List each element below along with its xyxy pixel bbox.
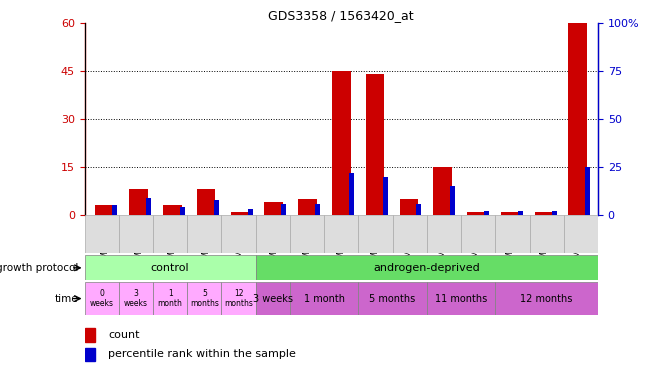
Bar [84, 348, 95, 361]
Bar [366, 74, 384, 215]
Bar [231, 212, 249, 215]
Bar [119, 282, 153, 315]
Bar [501, 212, 519, 215]
Text: 1
month: 1 month [158, 289, 183, 308]
Bar [248, 209, 253, 215]
Bar [255, 255, 598, 280]
Bar [163, 205, 181, 215]
Text: 11 months: 11 months [435, 293, 488, 304]
Bar [84, 282, 119, 315]
Text: percentile rank within the sample: percentile rank within the sample [108, 349, 296, 359]
Bar [222, 282, 255, 315]
Text: 5 months: 5 months [369, 293, 416, 304]
Bar [281, 204, 287, 215]
Bar [332, 71, 350, 215]
Bar [153, 282, 187, 315]
Bar [564, 215, 598, 253]
Bar [383, 177, 387, 215]
Text: count: count [108, 330, 139, 340]
Bar [324, 215, 358, 253]
Text: 5
months: 5 months [190, 289, 219, 308]
Bar [119, 215, 153, 253]
Text: 3
weeks: 3 weeks [124, 289, 148, 308]
Bar [84, 215, 119, 253]
Text: 12
months: 12 months [224, 289, 253, 308]
Bar [427, 282, 495, 315]
Bar [358, 282, 427, 315]
Bar [450, 186, 455, 215]
Text: 3 weeks: 3 weeks [253, 293, 292, 304]
Bar [569, 23, 587, 215]
Bar [467, 212, 486, 215]
Title: GDS3358 / 1563420_at: GDS3358 / 1563420_at [268, 9, 414, 22]
Bar [255, 215, 290, 253]
Bar [298, 199, 317, 215]
Bar [427, 215, 461, 253]
Text: control: control [151, 263, 189, 273]
Bar [84, 328, 95, 342]
Bar [358, 215, 393, 253]
Bar [214, 200, 219, 215]
Bar [417, 204, 421, 215]
Bar [530, 215, 564, 253]
Bar [265, 202, 283, 215]
Bar [84, 255, 255, 280]
Bar [495, 215, 530, 253]
Text: androgen-deprived: androgen-deprived [374, 263, 480, 273]
Bar [153, 215, 187, 253]
Bar [461, 215, 495, 253]
Text: time: time [55, 293, 78, 304]
Text: 0
weeks: 0 weeks [90, 289, 114, 308]
Bar [197, 189, 215, 215]
Bar [187, 282, 222, 315]
Bar [187, 215, 222, 253]
Bar [290, 282, 358, 315]
Bar [222, 215, 255, 253]
Bar [552, 211, 556, 215]
Bar [180, 207, 185, 215]
Bar [393, 215, 427, 253]
Bar [112, 205, 118, 215]
Bar [146, 198, 151, 215]
Bar [518, 211, 523, 215]
Bar [96, 205, 114, 215]
Bar [349, 173, 354, 215]
Text: 12 months: 12 months [521, 293, 573, 304]
Bar [484, 211, 489, 215]
Bar [535, 212, 553, 215]
Bar [315, 204, 320, 215]
Bar [290, 215, 324, 253]
Text: growth protocol: growth protocol [0, 263, 78, 273]
Bar [129, 189, 148, 215]
Bar [586, 167, 590, 215]
Bar [400, 199, 418, 215]
Bar [255, 282, 290, 315]
Text: 1 month: 1 month [304, 293, 344, 304]
Bar [434, 167, 452, 215]
Bar [495, 282, 598, 315]
